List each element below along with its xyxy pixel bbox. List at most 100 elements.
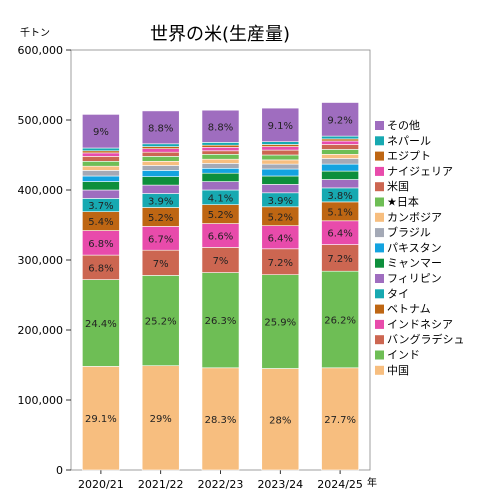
- bar-segment: [141, 275, 180, 366]
- bar-segment: [201, 181, 240, 191]
- data-label: 26.3%: [205, 316, 237, 327]
- bar-segment: [141, 365, 180, 471]
- bar-segment: [82, 366, 120, 471]
- data-label: 25.2%: [145, 317, 177, 328]
- bar-segment: [261, 159, 300, 165]
- legend-swatch: [375, 274, 384, 283]
- chart-title: 世界の米(生産量): [150, 24, 290, 45]
- bar-segment: [82, 156, 120, 162]
- legend-swatch: [375, 335, 384, 345]
- x-unit-label: 年: [367, 476, 377, 489]
- legend-label: フィリピン: [387, 272, 442, 285]
- data-label: 3.8%: [327, 191, 352, 202]
- bar-segment: [261, 163, 300, 170]
- legend-label: ネパール: [387, 134, 431, 147]
- bar-segment: [141, 161, 180, 166]
- legend-label: インドネシア: [387, 318, 453, 331]
- bar-segment: [82, 150, 120, 154]
- data-label: 8.8%: [148, 123, 173, 134]
- legend-swatch: [375, 365, 384, 375]
- bar-segment: [82, 175, 120, 182]
- legend-swatch: [375, 182, 384, 192]
- bar-segment: [201, 168, 240, 174]
- data-label: 6.8%: [88, 263, 113, 274]
- bar-segment: [261, 248, 300, 276]
- data-label: 28.3%: [205, 415, 237, 426]
- legend-swatch: [375, 228, 384, 238]
- bar-segment: [321, 149, 359, 155]
- data-label: 5.2%: [208, 210, 233, 221]
- bar-segment: [141, 151, 180, 157]
- data-label: 4.1%: [208, 193, 233, 204]
- data-label: 6.4%: [268, 233, 293, 244]
- bar-segment: [201, 172, 240, 182]
- bar-segment: [261, 149, 300, 156]
- bar-segment: [261, 274, 300, 369]
- bar-segment: [201, 142, 240, 146]
- bar-segment: [321, 135, 359, 140]
- data-label: 5.2%: [148, 213, 173, 224]
- bar-segment: [82, 189, 120, 199]
- bar-segment: [82, 152, 120, 157]
- bar-segment: [261, 175, 300, 185]
- data-label: 6.7%: [148, 234, 173, 245]
- legend-swatch: [375, 151, 384, 161]
- bar-segment: [321, 270, 359, 369]
- bar-segment: [201, 154, 240, 160]
- plot-area: 0 100,000 200,000 300,000 400,000 500,000 600,…: [18, 44, 371, 491]
- bar-segment: [321, 144, 359, 150]
- bar-segment: [201, 150, 240, 155]
- legend-label: 中国: [387, 364, 409, 377]
- y-tick-label: 400,000: [18, 184, 64, 197]
- bar-segment: [261, 141, 300, 145]
- legend-swatch: [375, 289, 384, 299]
- bar-segment: [261, 107, 300, 142]
- data-label: 24.4%: [85, 319, 117, 330]
- bar-segment: [201, 147, 240, 152]
- data-label: 5.1%: [327, 207, 352, 218]
- bar-segment: [141, 165, 180, 171]
- bar-segment: [82, 165, 120, 171]
- bar-segment: [141, 176, 180, 186]
- data-label: 3.9%: [268, 196, 293, 207]
- bar-segment: [261, 168, 300, 177]
- data-label: 29%: [150, 414, 172, 425]
- bar-segment: [141, 170, 180, 177]
- data-label: 26.2%: [324, 316, 356, 327]
- legend-swatch: [375, 212, 384, 222]
- data-label: 8.8%: [208, 122, 233, 133]
- legend-label: ★日本: [387, 195, 419, 209]
- bar-segment: [261, 184, 300, 194]
- data-label: 28%: [269, 415, 291, 426]
- legend-swatch: [375, 243, 384, 253]
- y-tick-label: 0: [56, 464, 63, 477]
- legend-label: エジプト: [387, 150, 431, 163]
- legend-label: ミャンマー: [387, 257, 442, 270]
- bar-segment: [321, 170, 359, 180]
- bar-segment: [321, 163, 359, 172]
- bar-segment: [321, 138, 359, 142]
- legend-label: タイ: [387, 287, 409, 300]
- bar-segment: [141, 110, 180, 145]
- bar-segment: [261, 146, 300, 151]
- y-tick-label: 200,000: [18, 324, 64, 337]
- data-label: 7.2%: [327, 254, 352, 265]
- data-label: 6.8%: [88, 239, 113, 250]
- y-tick-label: 600,000: [18, 44, 64, 57]
- y-tick-label: 300,000: [18, 254, 64, 267]
- legend-swatch: [375, 319, 384, 329]
- legend-label: インド: [387, 349, 420, 362]
- legend-label: バングラデシュ: [387, 332, 465, 346]
- bar-segment: [261, 144, 300, 147]
- legend-label: その他: [387, 119, 420, 132]
- bar-segment: [201, 158, 240, 164]
- bar-segment: [321, 179, 359, 189]
- x-tick-label: 2020/21: [78, 478, 124, 491]
- data-label: 25.9%: [264, 318, 296, 329]
- bar-segment: [141, 156, 180, 162]
- data-label: 27.7%: [324, 415, 356, 426]
- bar-segment: [321, 367, 359, 471]
- bar-segment: [321, 102, 359, 137]
- data-label: 7%: [153, 259, 169, 270]
